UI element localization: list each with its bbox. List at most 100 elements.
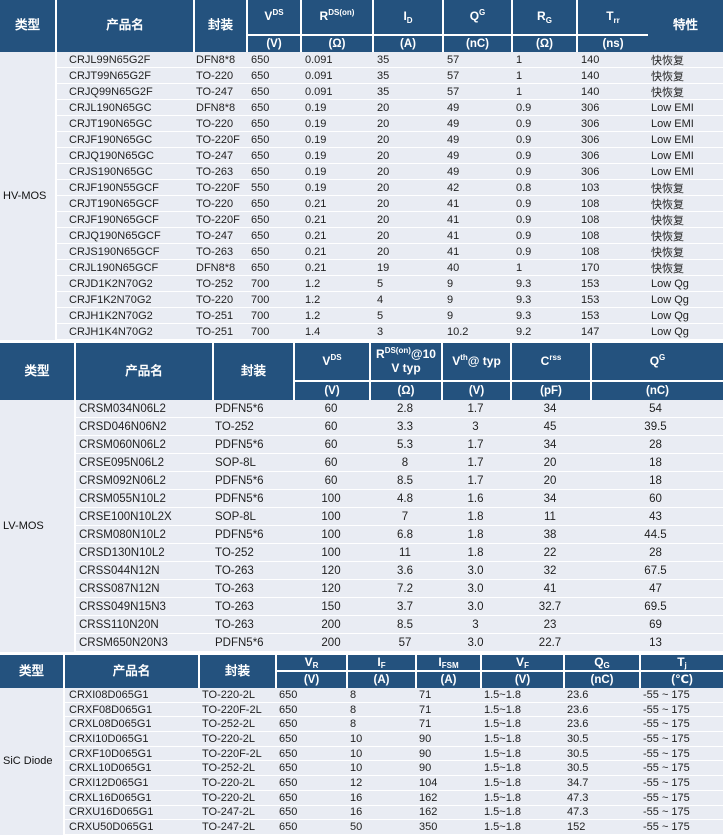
unit-qg: (nC) bbox=[565, 672, 641, 688]
cell-crss: 34 bbox=[543, 438, 557, 451]
cell-qg: 41 bbox=[447, 197, 460, 210]
cell-id: 20 bbox=[377, 101, 390, 114]
cell-qg: 41 bbox=[447, 213, 460, 226]
cell-package: TO-220 bbox=[196, 197, 234, 210]
cell-rdson: 0.21 bbox=[305, 245, 327, 258]
col-header-product: 产品名 bbox=[76, 343, 214, 400]
cell-qg: 13 bbox=[649, 636, 662, 649]
cell-vds: 60 bbox=[324, 474, 338, 487]
cell-trr: 140 bbox=[581, 53, 600, 66]
cell-product: CRJT190N65GCF bbox=[69, 197, 159, 210]
cell-vds: 60 bbox=[324, 456, 338, 469]
cell-package: TO-220 bbox=[196, 117, 234, 130]
cell-rdson: 0.19 bbox=[305, 165, 327, 178]
cell-package: SOP-8L bbox=[215, 510, 256, 523]
cell-if: 10 bbox=[350, 732, 363, 745]
lv-mos-header: 类型 产品名 封装 VDS RDS(on)@10 V typ Vth@ typ … bbox=[0, 343, 723, 400]
table-row: CRSD130N10L2 TO-252 100 11 1.8 22 28 bbox=[76, 544, 723, 562]
cell-rdson: 6.8 bbox=[397, 528, 413, 541]
table-row: CRJH1K4N70G2 TO-251 700 1.4 3 10.2 9.2 1… bbox=[57, 324, 723, 340]
cell-qg: 41 bbox=[447, 245, 460, 258]
cell-package: TO-220-2L bbox=[202, 791, 255, 804]
cell-crss: 22.7 bbox=[538, 636, 562, 649]
cell-trr: 170 bbox=[581, 261, 600, 274]
cell-rdson: 1.4 bbox=[305, 325, 321, 338]
cell-rdson: 57 bbox=[398, 636, 412, 649]
cell-qg: 9 bbox=[447, 293, 454, 306]
cell-tj: -55 ~ 175 bbox=[643, 718, 690, 731]
cell-product: CRXI12D065G1 bbox=[69, 776, 149, 789]
cell-vth: 1.7 bbox=[467, 474, 484, 487]
cell-qg: 18 bbox=[649, 474, 662, 487]
hv-mos-rows: CRJL99N65G2F DFN8*8 650 0.091 35 57 1 14… bbox=[57, 52, 723, 340]
cell-id: 20 bbox=[377, 149, 390, 162]
cell-qg: 23.6 bbox=[567, 718, 589, 731]
cell-package: TO-263 bbox=[196, 245, 234, 258]
cell-product: CRSS110N20N bbox=[79, 618, 159, 631]
cell-vf: 1.5~1.8 bbox=[484, 776, 522, 789]
cell-trr: 153 bbox=[581, 277, 600, 290]
table-row: CRXF08D065G1 TO-220F-2L 650 8 71 1.5~1.8… bbox=[65, 702, 723, 718]
cell-vth: 3 bbox=[472, 420, 479, 433]
unit-vds: (V) bbox=[295, 382, 371, 400]
cell-product: CRJL99N65G2F bbox=[69, 53, 151, 66]
cell-product: CRSD130N10L2 bbox=[79, 546, 165, 559]
cell-product: CRXU16D065G1 bbox=[69, 806, 154, 819]
col-header-if: IF bbox=[348, 655, 417, 672]
cell-id: 4 bbox=[377, 293, 384, 306]
table-row: CRJL190N65GCF DFN8*8 650 0.21 19 40 1 17… bbox=[57, 260, 723, 276]
cell-rg: 9.2 bbox=[516, 325, 532, 338]
col-header-qg: QG bbox=[444, 0, 513, 36]
table-row: CRSS087N12N TO-263 120 7.2 3.0 41 47 bbox=[76, 580, 723, 598]
cell-rg: 1 bbox=[516, 53, 523, 66]
cell-vds: 60 bbox=[324, 438, 338, 451]
cell-package: TO-251 bbox=[196, 325, 234, 338]
cell-qg: 49 bbox=[447, 117, 460, 130]
cell-product: CRSM650N20N3 bbox=[79, 636, 168, 649]
table-row: CRJD1K2N70G2 TO-252 700 1.2 5 9 9.3 153 … bbox=[57, 276, 723, 292]
cell-vth: 1.7 bbox=[467, 438, 484, 451]
col-header-product: 产品名 bbox=[57, 0, 195, 52]
cell-qg: 30.5 bbox=[567, 762, 589, 775]
table-row: CRJF190N65GC TO-220F 650 0.19 20 49 0.9 … bbox=[57, 132, 723, 148]
cell-qg: 34.7 bbox=[567, 776, 589, 789]
cell-qg: 49 bbox=[447, 101, 460, 114]
hv-mos-body: HV-MOS CRJL99N65G2F DFN8*8 650 0.091 35 … bbox=[0, 52, 723, 340]
table-row: CRSM060N06L2 PDFN5*6 60 5.3 1.7 34 28 bbox=[76, 436, 723, 454]
cell-rdson: 7 bbox=[401, 510, 409, 523]
cell-product: CRSM080N10L2 bbox=[79, 528, 166, 541]
table-row: CRJH1K2N70G2 TO-251 700 1.2 5 9 9.3 153 … bbox=[57, 308, 723, 324]
hv-mos-header: 类型 产品名 封装 VDS RDS(on) ID QG RG Trr 特性 (V… bbox=[0, 0, 723, 52]
cell-feature: Low Qg bbox=[651, 325, 689, 338]
cell-vds: 100 bbox=[321, 528, 341, 541]
cell-rg: 0.9 bbox=[516, 165, 532, 178]
cell-if: 8 bbox=[350, 718, 357, 731]
cell-rdson: 0.21 bbox=[305, 229, 327, 242]
cell-trr: 153 bbox=[581, 293, 600, 306]
cell-product: CRXI08D065G1 bbox=[69, 688, 149, 701]
cell-vds: 60 bbox=[324, 420, 338, 433]
cell-vds: 650 bbox=[251, 117, 270, 130]
unit-trr: (ns) bbox=[578, 36, 648, 52]
cell-vf: 1.5~1.8 bbox=[484, 732, 522, 745]
cell-package: TO-220F bbox=[196, 181, 240, 194]
cell-trr: 306 bbox=[581, 149, 600, 162]
cell-qg: 10.2 bbox=[447, 325, 469, 338]
cell-qg: 152 bbox=[567, 821, 586, 834]
table-row: CRSS110N20N TO-263 200 8.5 3 23 69 bbox=[76, 616, 723, 634]
cell-rg: 0.9 bbox=[516, 197, 532, 210]
cell-vds: 700 bbox=[251, 309, 270, 322]
cell-rg: 9.3 bbox=[516, 309, 532, 322]
cell-product: CRSM060N06L2 bbox=[79, 438, 166, 451]
cell-crss: 38 bbox=[543, 528, 557, 541]
cell-product: CRXF08D065G1 bbox=[69, 703, 153, 716]
cell-id: 20 bbox=[377, 181, 390, 194]
cell-id: 5 bbox=[377, 277, 384, 290]
cell-product: CRJF190N65GC bbox=[69, 133, 153, 146]
cell-trr: 153 bbox=[581, 309, 600, 322]
cell-product: CRSE100N10L2X bbox=[79, 510, 172, 523]
table-row: CRJQ99N65G2F TO-247 650 0.091 35 57 1 14… bbox=[57, 84, 723, 100]
cell-if: 10 bbox=[350, 747, 363, 760]
cell-package: PDFN5*6 bbox=[215, 636, 264, 649]
cell-crss: 11 bbox=[544, 510, 556, 523]
